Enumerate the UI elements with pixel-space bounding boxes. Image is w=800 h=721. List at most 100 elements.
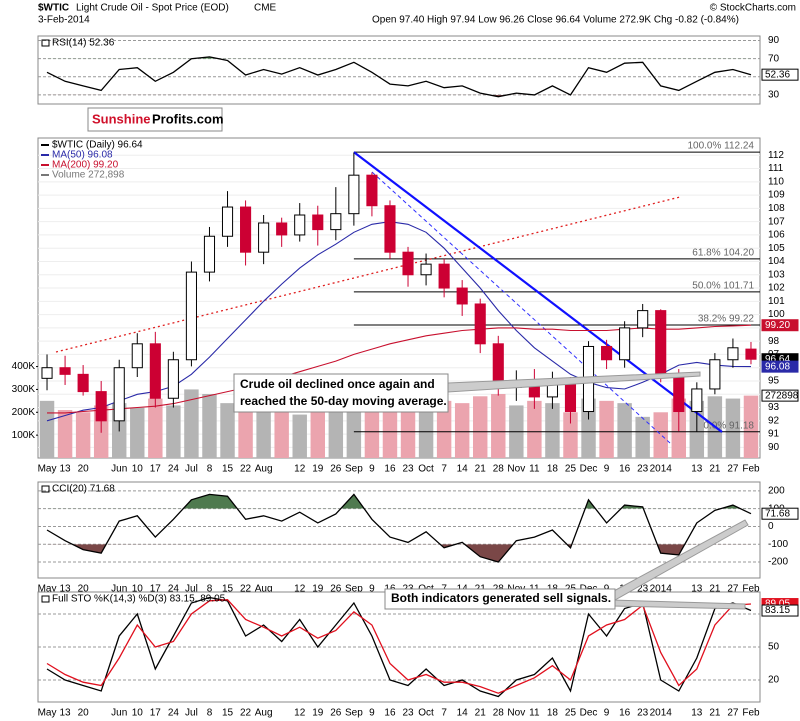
candle-body bbox=[221, 206, 234, 237]
x-tick-label: 12 bbox=[294, 708, 306, 719]
candle-body bbox=[95, 391, 107, 422]
candle-body bbox=[366, 174, 378, 207]
volume-bar bbox=[436, 400, 452, 458]
annotation-text: Crude oil declined once again and bbox=[240, 377, 435, 391]
x-tick-label: 23 bbox=[402, 708, 414, 719]
moving-average bbox=[47, 324, 752, 414]
candle-body bbox=[149, 343, 161, 399]
value-tag bbox=[761, 319, 799, 332]
y2-tick-label: 300K bbox=[12, 384, 36, 395]
legend-icon bbox=[41, 485, 50, 493]
legend-label: $WTIC (Daily) 96.64 bbox=[52, 140, 143, 151]
candle-body bbox=[601, 345, 613, 361]
candle-body bbox=[131, 343, 143, 369]
x-tick-label: 15 bbox=[222, 464, 234, 475]
x-tick-label: 19 bbox=[312, 584, 324, 595]
x-tick-label: 15 bbox=[222, 584, 234, 595]
y-tick-label: 105 bbox=[768, 243, 785, 254]
y-tick-label: 92 bbox=[768, 415, 780, 426]
x-tick-label: Feb bbox=[742, 584, 760, 595]
annotation-sto: Both indicators generated sell signals. bbox=[384, 519, 749, 610]
x-tick-label: 27 bbox=[727, 584, 739, 595]
volume-bar bbox=[545, 403, 560, 458]
candle-body bbox=[492, 343, 504, 387]
trend-line bbox=[353, 151, 723, 433]
x-tick-label: 20 bbox=[78, 584, 90, 595]
volume-bar bbox=[310, 412, 325, 458]
volume-bar bbox=[202, 394, 217, 458]
x-tick-label: 2014 bbox=[650, 584, 673, 595]
y-tick-label: 106 bbox=[768, 230, 785, 241]
series-line bbox=[46, 599, 752, 694]
x-tick-label: 23 bbox=[637, 464, 649, 475]
trend-line bbox=[55, 196, 681, 353]
annotation-box bbox=[384, 588, 616, 610]
y-tick-label: -200 bbox=[768, 557, 788, 568]
annotation-box bbox=[233, 373, 449, 413]
y-tick-label: -100 bbox=[768, 539, 788, 550]
x-tick-label: Jul bbox=[185, 708, 198, 719]
x-tick-label: 8 bbox=[207, 708, 213, 719]
quote: Open 97.40 High 97.94 Low 96.26 Close 96… bbox=[372, 15, 739, 26]
volume-bar bbox=[527, 400, 542, 458]
value-tag-label: 96.64 bbox=[765, 354, 790, 365]
x-tick-label: 16 bbox=[619, 464, 631, 475]
candle-body bbox=[203, 235, 216, 273]
fib-label: 38.2% 99.22 bbox=[698, 314, 755, 325]
candle-body bbox=[185, 271, 197, 361]
x-tick-label: 26 bbox=[330, 584, 342, 595]
x-tick-label: Feb bbox=[742, 708, 760, 719]
series-line bbox=[46, 493, 752, 563]
x-tick-label: 28 bbox=[493, 708, 505, 719]
candle-body bbox=[41, 367, 53, 379]
series-line bbox=[46, 56, 752, 98]
x-tick-label: 22 bbox=[240, 708, 252, 719]
y2-tick-label: 100K bbox=[12, 430, 36, 441]
candle-body bbox=[745, 348, 757, 360]
volume-bar bbox=[166, 405, 181, 458]
candle-body bbox=[691, 388, 703, 413]
candle-body bbox=[564, 383, 577, 413]
x-tick-label: 21 bbox=[475, 464, 487, 475]
copyright: © StockCharts.com bbox=[710, 3, 796, 14]
y-tick-label: 93 bbox=[768, 402, 780, 413]
volume-bar bbox=[328, 405, 344, 458]
volume-bar bbox=[364, 403, 380, 458]
x-tick-label: Oct bbox=[418, 708, 434, 719]
volume-bar bbox=[274, 410, 289, 458]
x-tick-label: Sep bbox=[345, 464, 363, 475]
x-tick-label: 13 bbox=[60, 708, 72, 719]
x-tick-label: 16 bbox=[384, 708, 396, 719]
y-tick-label: 111 bbox=[768, 163, 784, 174]
x-tick-label: 9 bbox=[369, 708, 375, 719]
x-tick-label: 22 bbox=[240, 584, 252, 595]
logo-second: Profits.com bbox=[152, 111, 224, 126]
date: 3-Feb-2014 bbox=[38, 15, 90, 26]
volume-bar bbox=[57, 410, 73, 458]
volume-bar bbox=[238, 407, 253, 458]
x-tick-label: 16 bbox=[384, 464, 396, 475]
x-tick-label: 18 bbox=[547, 708, 559, 719]
x-tick-label: 7 bbox=[441, 464, 447, 475]
x-tick-label: Aug bbox=[255, 708, 273, 719]
candle-body bbox=[113, 367, 125, 422]
panel-title: Full STO %K(14,3) %D(3) 83.15, 89.05 bbox=[52, 594, 226, 605]
value-tag bbox=[761, 604, 799, 617]
x-tick-label: 17 bbox=[150, 464, 162, 475]
x-tick-label: 26 bbox=[330, 464, 342, 475]
x-tick-label: 2014 bbox=[650, 464, 673, 475]
candle-body bbox=[438, 263, 450, 289]
x-tick-label: 13 bbox=[691, 708, 703, 719]
candle-body bbox=[167, 359, 179, 399]
volume-bar bbox=[491, 394, 506, 458]
fib-label: 50.0% 101.71 bbox=[692, 281, 754, 292]
x-tick-label: 11 bbox=[529, 708, 540, 719]
candle-body bbox=[59, 367, 71, 375]
x-tick-label: 19 bbox=[312, 464, 324, 475]
value-tag bbox=[761, 360, 799, 373]
legend-label: Volume 272,898 bbox=[52, 170, 125, 181]
volume-bar bbox=[130, 407, 145, 458]
candle-body bbox=[528, 385, 540, 398]
x-tick-label: 15 bbox=[222, 708, 234, 719]
x-tick-label: Sep bbox=[345, 708, 363, 719]
